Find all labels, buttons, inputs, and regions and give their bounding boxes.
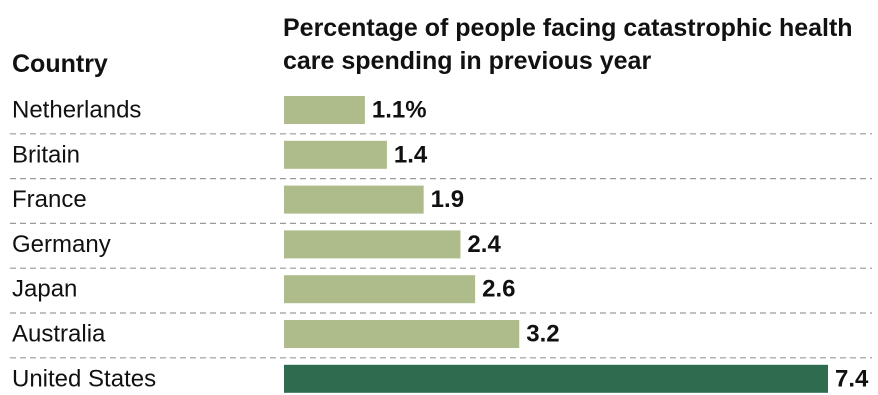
country-label: Australia xyxy=(12,321,106,348)
value-label: 1.9 xyxy=(431,186,464,213)
country-label: Japan xyxy=(12,276,77,303)
value-label: 1.1% xyxy=(372,97,427,124)
bar xyxy=(284,140,387,169)
value-label: 2.4 xyxy=(467,231,501,258)
bar xyxy=(284,320,520,348)
value-label: 2.6 xyxy=(482,276,515,303)
bar xyxy=(284,275,476,304)
country-label: Britain xyxy=(12,141,80,168)
bar xyxy=(284,230,461,259)
country-label: United States xyxy=(12,365,156,392)
value-label: 7.4 xyxy=(835,365,869,392)
value-label: 1.4 xyxy=(394,141,428,168)
chart-title: Percentage of people facing catastrophic… xyxy=(283,14,853,75)
country-label: Netherlands xyxy=(12,97,141,124)
value-label: 3.2 xyxy=(526,321,559,348)
bar xyxy=(284,185,424,214)
country-column-header: Country xyxy=(12,50,108,78)
bar xyxy=(284,364,828,393)
country-label: Germany xyxy=(12,231,111,258)
country-label: France xyxy=(12,186,87,213)
bar xyxy=(284,96,365,124)
